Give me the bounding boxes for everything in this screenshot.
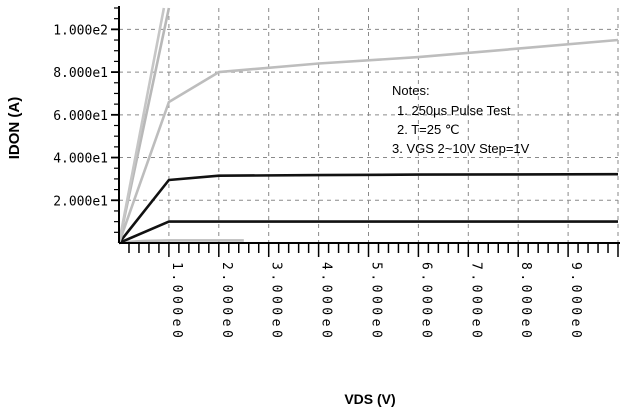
grid-lines xyxy=(119,8,619,243)
x-tick-label-9: 1.000e1 xyxy=(618,262,622,341)
series-line-5 xyxy=(117,7,166,244)
y-tick-label-2: 6.000e1 xyxy=(53,109,108,124)
x-ticks: 1.000e0 2.000e0 3.000e0 4.000e0 5.000e0 6.000… xyxy=(128,243,622,341)
series-line-2 xyxy=(117,172,619,244)
x-tick-label-5: 6.000e0 xyxy=(418,262,433,341)
x-tick-label-4: 5.000e0 xyxy=(369,262,384,341)
y-axis-label: IDON (A) xyxy=(6,97,23,160)
y-tick-label-0: 2.000e1 xyxy=(53,194,108,209)
note-line-0: Notes: xyxy=(392,83,430,98)
y-tick-label-3: 8.000e1 xyxy=(53,66,108,81)
note-line-2: 2. T=25 ℃ xyxy=(397,122,459,137)
x-tick-label-8: 9.000e0 xyxy=(568,262,583,341)
x-tick-label-3: 4.000e0 xyxy=(319,262,334,341)
x-tick-label-2: 3.000e0 xyxy=(269,262,284,341)
y-tick-label-4: 1.000e2 xyxy=(53,23,108,38)
x-tick-label-7: 8.000e0 xyxy=(518,262,533,341)
series-group xyxy=(117,7,619,245)
y-tick-label-1: 4.000e1 xyxy=(53,152,108,167)
axes xyxy=(118,6,620,244)
note-line-3: 3. VGS 2~10V Step=1V xyxy=(392,141,530,156)
x-tick-label-0: 1.000e0 xyxy=(169,262,184,341)
notes-box: Notes: 1. 250μs Pulse Test 2. T=25 ℃ 3. … xyxy=(392,83,530,156)
y-ticks: 2.000e1 4.000e1 6.000e1 8.000e1 1.000e2 xyxy=(53,7,119,233)
x-tick-label-6: 7.000e0 xyxy=(468,262,483,341)
series-line-3 xyxy=(117,38,619,244)
x-tick-label-1: 2.000e0 xyxy=(219,262,234,341)
series-line-1 xyxy=(118,220,618,245)
note-line-1: 1. 250μs Pulse Test xyxy=(397,103,511,118)
x-axis-label: VDS (V) xyxy=(344,391,395,407)
